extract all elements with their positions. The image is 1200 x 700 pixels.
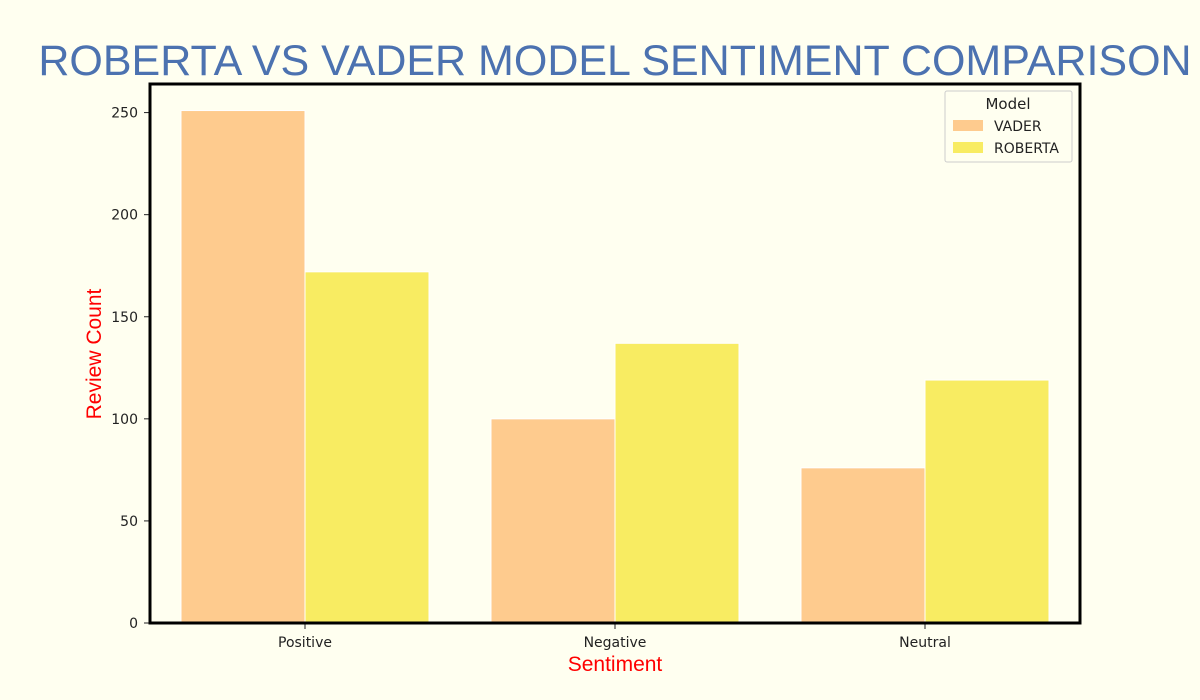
legend-swatch-roberta [953,142,983,153]
bar-roberta-positive [304,271,430,624]
x-tick-label: Positive [278,635,332,651]
x-tick-label: Negative [584,635,647,651]
legend-label-roberta: ROBERTA [994,141,1059,157]
chart-title: ROBERTA VS VADER MODEL SENTIMENT COMPARI… [38,37,1191,85]
legend-title: Model [985,95,1030,113]
axes-frame [148,82,1082,625]
y-tick-label: 0 [129,616,138,632]
y-axis-label: Review Count [83,288,106,419]
bar-vader-neutral [800,467,926,624]
y-tick-label: 150 [111,310,138,326]
legend-items: VADER ROBERTA [953,119,1059,157]
bar-roberta-negative [614,342,740,624]
bar-roberta-neutral [924,379,1050,624]
ticks-layer: Positive Negative Neutral 0 50 100 150 200 250 [111,106,951,651]
y-tick-label: 50 [120,514,138,530]
x-axis-label: Sentiment [568,653,663,676]
y-tick-label: 250 [111,106,138,122]
x-tick-label: Neutral [899,635,951,651]
legend: Model VADER ROBERTA [944,90,1073,163]
y-tick-label: 200 [111,208,138,224]
bars-layer [180,110,1050,624]
legend-swatch-vader [953,120,983,131]
bar-vader-positive [180,110,306,624]
legend-label-vader: VADER [994,119,1042,135]
bar-vader-negative [490,418,616,624]
y-tick-label: 100 [111,412,138,428]
